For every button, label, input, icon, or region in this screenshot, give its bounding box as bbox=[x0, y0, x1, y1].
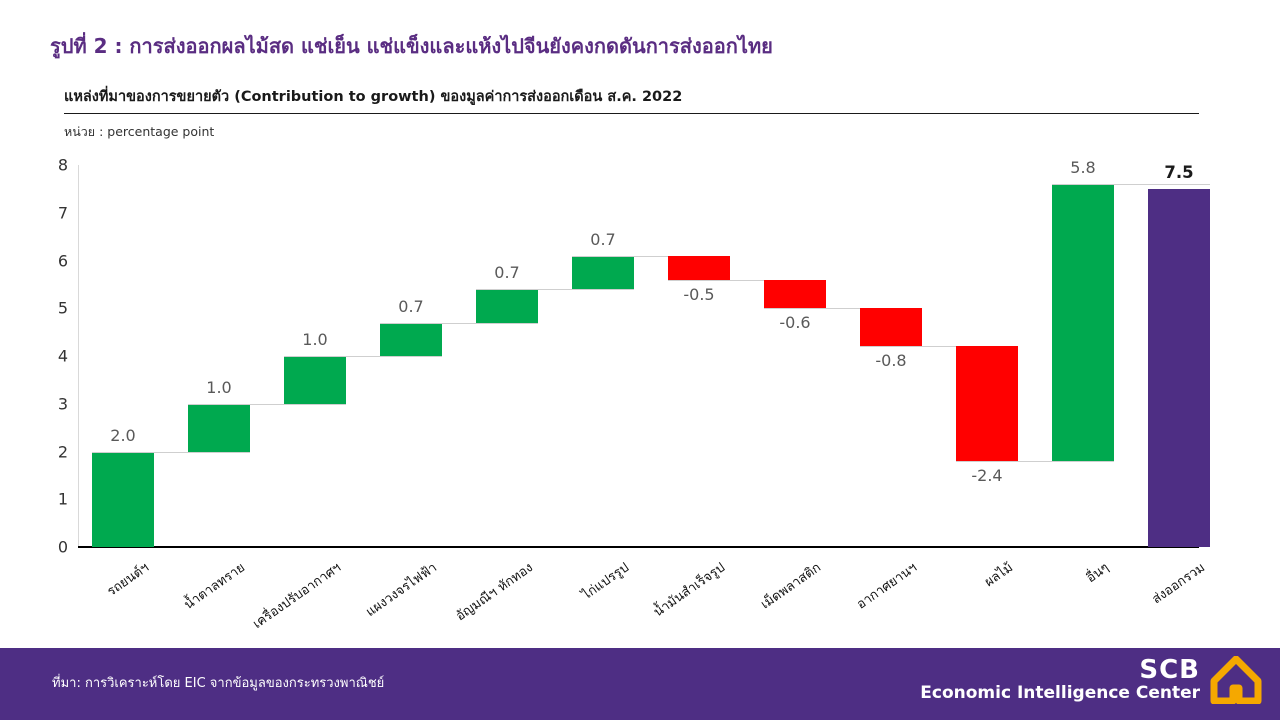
y-axis-tick: 5 bbox=[57, 298, 68, 318]
bar-value-label: -0.6 bbox=[779, 313, 811, 333]
bar-value-label: -0.8 bbox=[875, 351, 907, 371]
bar-value-label: 0.7 bbox=[398, 296, 424, 316]
bar-6 bbox=[572, 255, 634, 290]
waterfall-connector bbox=[956, 461, 1114, 463]
bar-10 bbox=[956, 346, 1018, 462]
bar-3 bbox=[284, 356, 346, 404]
x-axis-label: อื่นๆ bbox=[1083, 560, 1112, 587]
logo-scb-text: SCB bbox=[1139, 655, 1200, 686]
header-divider bbox=[64, 113, 1199, 114]
x-axis-label: ไก่แปรรูป bbox=[579, 560, 632, 604]
x-axis-label: เม็ดพลาสติก bbox=[758, 560, 824, 613]
x-axis-label: รถยนต์ฯ bbox=[104, 560, 152, 600]
bar-value-label: 2.0 bbox=[110, 425, 136, 445]
waterfall-chart-plot: 0 1 2 3 4 5 6 7 8 2.0 รถยนต์ฯ 1.0 น้ำตาลทราย 1.0 เครื่… bbox=[58, 156, 1210, 632]
chart-subtitle: แหล่งที่มาของการขยายตัว (Contribution to… bbox=[64, 89, 683, 105]
logo-text-block: SCB Economic Intelligence Center bbox=[920, 657, 1200, 702]
waterfall-connector bbox=[1052, 184, 1210, 186]
bar-5 bbox=[476, 289, 538, 323]
bar-value-label: 1.0 bbox=[302, 330, 328, 349]
bar-value-label: 0.7 bbox=[590, 229, 616, 249]
waterfall-connector bbox=[476, 289, 634, 291]
y-axis-tick: 0 bbox=[57, 537, 68, 557]
waterfall-connector bbox=[860, 346, 1018, 348]
bar-value-label: -0.5 bbox=[683, 284, 715, 304]
bar-value-label: 7.5 bbox=[1164, 162, 1194, 182]
waterfall-connector bbox=[284, 356, 442, 357]
bar-value-label: 1.0 bbox=[206, 377, 232, 397]
waterfall-connector bbox=[572, 255, 730, 257]
footer-bar: ที่มา: การวิเคราะห์โดย EIC จากข้อมูลของก… bbox=[0, 648, 1280, 720]
bar-value-label: -2.4 bbox=[971, 466, 1003, 486]
y-axis-tick: 2 bbox=[57, 442, 68, 461]
y-axis-line bbox=[78, 165, 79, 547]
bar-11 bbox=[1052, 184, 1114, 462]
bar-9 bbox=[860, 308, 922, 347]
waterfall-connector bbox=[764, 308, 922, 310]
y-axis-tick: 8 bbox=[57, 155, 68, 175]
page-title: รูปที่ 2 : การส่งออกผลไม้สด แช่เย็น แช่แ… bbox=[50, 34, 773, 58]
bar-12 bbox=[1148, 188, 1210, 547]
scb-eic-logo: SCB Economic Intelligence Center bbox=[920, 655, 1262, 705]
unit-label: หน่วย : percentage point bbox=[64, 124, 215, 139]
waterfall-connector bbox=[188, 403, 346, 405]
bar-8 bbox=[764, 279, 826, 309]
source-note: ที่มา: การวิเคราะห์โดย EIC จากข้อมูลของก… bbox=[52, 676, 385, 691]
waterfall-connector bbox=[668, 279, 826, 281]
scb-shield-icon bbox=[1210, 655, 1262, 705]
waterfall-connector bbox=[92, 451, 250, 453]
bar-1 bbox=[92, 451, 154, 547]
logo-eic-text: Economic Intelligence Center bbox=[920, 682, 1200, 703]
bar-value-label: 5.8 bbox=[1070, 158, 1096, 178]
x-axis-label: น้ำตาลทราย bbox=[181, 560, 248, 613]
x-axis-label: อัญมณีฯ หักทอง bbox=[453, 560, 536, 625]
bar-4 bbox=[380, 322, 442, 356]
bar-7 bbox=[668, 255, 730, 280]
x-axis-label: อากาศยานฯ bbox=[854, 560, 920, 613]
waterfall-connector bbox=[380, 322, 538, 324]
y-axis-tick: 6 bbox=[57, 251, 68, 270]
y-axis-tick: 3 bbox=[57, 394, 68, 414]
x-axis-label: ผลไม้ bbox=[982, 560, 1016, 591]
x-axis-label: เครื่องปรับอากาศฯ bbox=[250, 560, 344, 632]
y-axis-tick: 1 bbox=[57, 489, 68, 509]
y-axis-tick: 7 bbox=[57, 203, 68, 223]
x-axis-line bbox=[78, 546, 1199, 548]
x-axis-label: ส่งออกรวม bbox=[1149, 560, 1208, 608]
x-axis-label: น้ำมันสำเร็จรูป bbox=[651, 560, 728, 621]
x-axis-label: แผงวงจรไฟฟ้า bbox=[363, 560, 440, 621]
bar-value-label: 0.7 bbox=[494, 263, 520, 283]
bar-2 bbox=[188, 403, 250, 452]
y-axis-tick: 4 bbox=[57, 346, 68, 366]
